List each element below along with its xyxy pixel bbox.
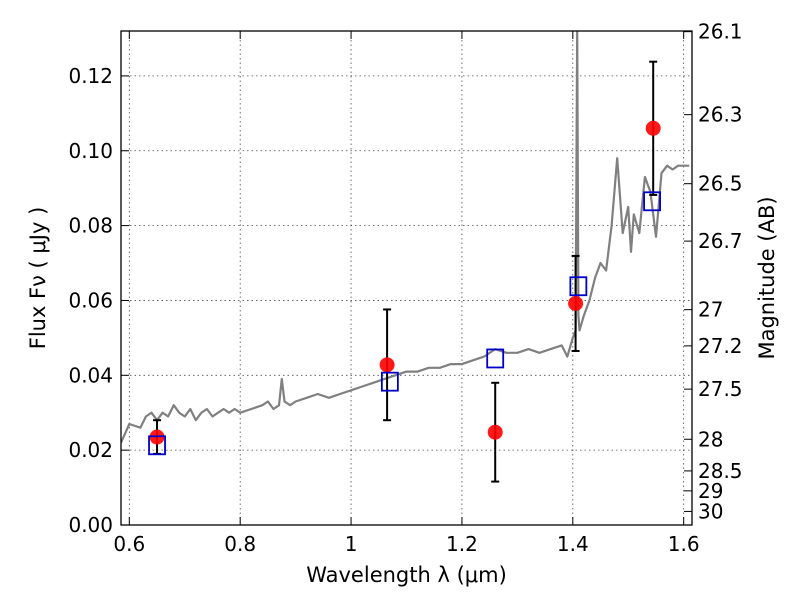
mag-tick-label: 28 (698, 427, 723, 451)
grid-lines (121, 31, 692, 526)
photometry-point (645, 120, 661, 136)
model-spectrum-layer (121, 31, 690, 444)
photometry-point (568, 295, 584, 311)
model-square (643, 191, 661, 212)
plot-frame (120, 30, 693, 526)
x-tick-label: 1 (345, 532, 358, 556)
photometry-point (487, 424, 503, 440)
axis-ticks: 0.6 0.8 1 1.2 1.4 1.6 0.00 0.02 0.04 0.06 0.08 0.10… (68, 20, 742, 556)
mag-tick-label: 30 (698, 499, 723, 523)
y-tick-label: 0.10 (68, 139, 113, 163)
mag-tick-label: 26.7 (698, 229, 743, 253)
x-tick-label: 0.6 (113, 532, 145, 556)
y-axis-label-right: Magnitude (AB) (755, 196, 779, 359)
model-square (380, 371, 399, 392)
mag-tick-label: 28.5 (698, 459, 743, 483)
mag-tick-label: 27 (698, 298, 723, 322)
x-tick-label: 1.6 (668, 532, 700, 556)
y-axis-label-left: Flux Fν ( μJy ) (26, 207, 50, 350)
mag-tick-label: 27.2 (698, 334, 743, 358)
y-tick-label: 0.04 (68, 363, 113, 387)
model-square (486, 348, 505, 369)
y-tick-label: 0.00 (68, 513, 113, 537)
mag-tick-label: 26.3 (698, 103, 743, 127)
photometry-points-layer (149, 120, 661, 445)
y-tick-label: 0.02 (68, 438, 113, 462)
x-tick-label: 0.8 (224, 532, 256, 556)
errorbar-layer (153, 60, 658, 483)
model-squares-layer (148, 191, 661, 456)
mag-tick-label: 27.5 (698, 377, 743, 401)
photometry-point (379, 357, 395, 373)
y-tick-label: 0.06 (68, 288, 113, 312)
x-tick-label: 1.2 (446, 532, 478, 556)
mag-tick-label: 29 (698, 479, 723, 503)
y-tick-label: 0.12 (68, 64, 113, 88)
model-spectrum-line (121, 31, 690, 444)
y-tick-label: 0.08 (68, 214, 113, 238)
mag-tick-label: 26.1 (698, 20, 743, 44)
model-square (148, 435, 166, 456)
model-square (569, 276, 588, 297)
x-axis-label: Wavelength λ (μm) (306, 563, 507, 587)
mag-tick-label: 26.5 (698, 172, 743, 196)
x-tick-label: 1.4 (557, 532, 589, 556)
